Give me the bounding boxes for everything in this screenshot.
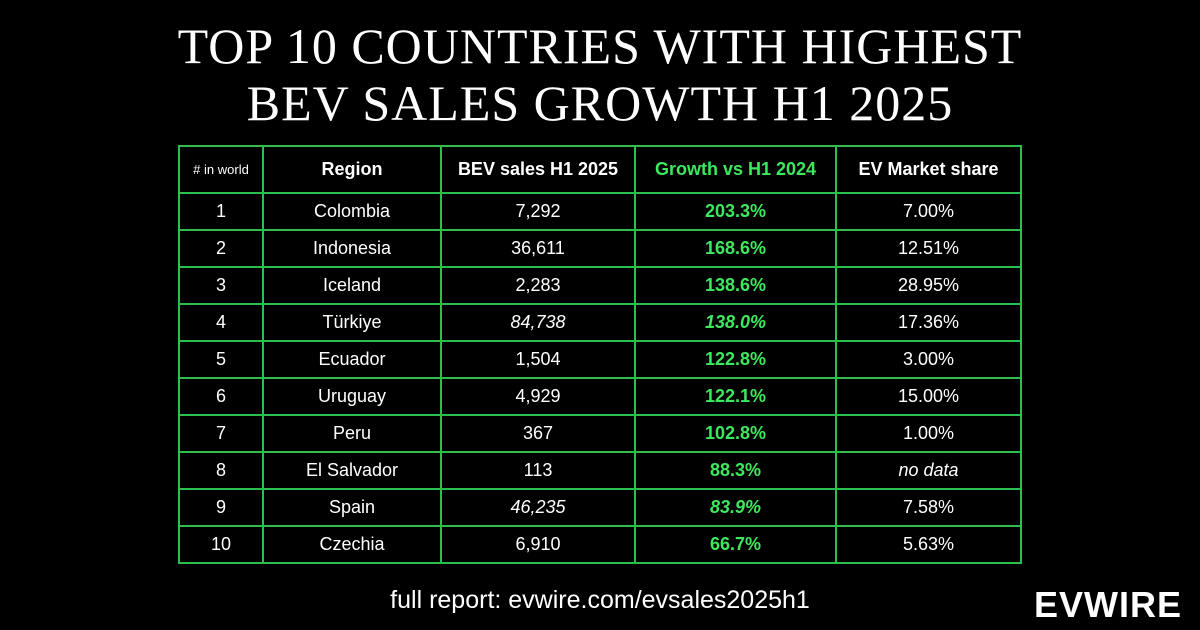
cell-growth: 83.9% bbox=[634, 488, 837, 527]
header-region: Region bbox=[262, 145, 442, 194]
cell-growth: 88.3% bbox=[634, 451, 837, 490]
cell-rank: 5 bbox=[178, 340, 264, 379]
cell-share: 7.58% bbox=[835, 488, 1022, 527]
cell-region: Spain bbox=[262, 488, 442, 527]
header-share: EV Market share bbox=[835, 145, 1022, 194]
cell-growth: 138.6% bbox=[634, 266, 837, 305]
cell-share: 3.00% bbox=[835, 340, 1022, 379]
cell-region: Ecuador bbox=[262, 340, 442, 379]
table-header-row: # in world Region BEV sales H1 2025 Grow… bbox=[178, 145, 1022, 194]
cell-sales: 113 bbox=[440, 451, 636, 490]
cell-region: Colombia bbox=[262, 192, 442, 231]
cell-share: 12.51% bbox=[835, 229, 1022, 268]
cell-rank: 7 bbox=[178, 414, 264, 453]
cell-share: 28.95% bbox=[835, 266, 1022, 305]
cell-share: 1.00% bbox=[835, 414, 1022, 453]
cell-growth: 102.8% bbox=[634, 414, 837, 453]
title-line-2: BEV SALES GROWTH H1 2025 bbox=[246, 75, 954, 131]
table-body: 1 Colombia 7,292 203.3% 7.00% 2 Indonesia 36,61… bbox=[178, 192, 1022, 564]
header-rank: # in world bbox=[178, 145, 264, 194]
table-row: 8 El Salvador 113 88.3% no data bbox=[178, 451, 1022, 490]
cell-region: Czechia bbox=[262, 525, 442, 564]
cell-sales: 2,283 bbox=[440, 266, 636, 305]
cell-share: no data bbox=[835, 451, 1022, 490]
table-row: 4 Türkiye 84,738 138.0% 17.36% bbox=[178, 303, 1022, 342]
cell-sales: 6,910 bbox=[440, 525, 636, 564]
cell-sales: 36,611 bbox=[440, 229, 636, 268]
cell-rank: 8 bbox=[178, 451, 264, 490]
cell-rank: 1 bbox=[178, 192, 264, 231]
growth-table: # in world Region BEV sales H1 2025 Grow… bbox=[178, 145, 1022, 564]
cell-region: El Salvador bbox=[262, 451, 442, 490]
cell-sales: 84,738 bbox=[440, 303, 636, 342]
cell-rank: 10 bbox=[178, 525, 264, 564]
evwire-logo: EVWIRE bbox=[1033, 584, 1182, 625]
cell-rank: 3 bbox=[178, 266, 264, 305]
cell-region: Peru bbox=[262, 414, 442, 453]
table-row: 10 Czechia 6,910 66.7% 5.63% bbox=[178, 525, 1022, 564]
cell-growth: 66.7% bbox=[634, 525, 837, 564]
cell-sales: 367 bbox=[440, 414, 636, 453]
table-row: 5 Ecuador 1,504 122.8% 3.00% bbox=[178, 340, 1022, 379]
table-row: 7 Peru 367 102.8% 1.00% bbox=[178, 414, 1022, 453]
cell-share: 5.63% bbox=[835, 525, 1022, 564]
cell-rank: 2 bbox=[178, 229, 264, 268]
table-row: 1 Colombia 7,292 203.3% 7.00% bbox=[178, 192, 1022, 231]
cell-growth: 138.0% bbox=[634, 303, 837, 342]
cell-share: 15.00% bbox=[835, 377, 1022, 416]
table-row: 3 Iceland 2,283 138.6% 28.95% bbox=[178, 266, 1022, 305]
cell-region: Türkiye bbox=[262, 303, 442, 342]
header-sales: BEV sales H1 2025 bbox=[440, 145, 636, 194]
cell-growth: 203.3% bbox=[634, 192, 837, 231]
cell-rank: 6 bbox=[178, 377, 264, 416]
cell-region: Iceland bbox=[262, 266, 442, 305]
cell-sales: 46,235 bbox=[440, 488, 636, 527]
cell-share: 17.36% bbox=[835, 303, 1022, 342]
cell-region: Indonesia bbox=[262, 229, 442, 268]
footer-report-link: full report: evwire.com/evsales2025h1 bbox=[390, 586, 810, 614]
header-growth: Growth vs H1 2024 bbox=[634, 145, 837, 194]
cell-sales: 7,292 bbox=[440, 192, 636, 231]
cell-region: Uruguay bbox=[262, 377, 442, 416]
title-line-1: TOP 10 COUNTRIES WITH HIGHEST bbox=[177, 18, 1023, 74]
table-row: 2 Indonesia 36,611 168.6% 12.51% bbox=[178, 229, 1022, 268]
cell-growth: 122.1% bbox=[634, 377, 837, 416]
cell-rank: 9 bbox=[178, 488, 264, 527]
cell-growth: 168.6% bbox=[634, 229, 837, 268]
table-row: 6 Uruguay 4,929 122.1% 15.00% bbox=[178, 377, 1022, 416]
cell-share: 7.00% bbox=[835, 192, 1022, 231]
cell-sales: 1,504 bbox=[440, 340, 636, 379]
table-row: 9 Spain 46,235 83.9% 7.58% bbox=[178, 488, 1022, 527]
cell-rank: 4 bbox=[178, 303, 264, 342]
cell-growth: 122.8% bbox=[634, 340, 837, 379]
cell-sales: 4,929 bbox=[440, 377, 636, 416]
page-title: TOP 10 COUNTRIES WITH HIGHEST BEV SALES … bbox=[0, 18, 1200, 132]
